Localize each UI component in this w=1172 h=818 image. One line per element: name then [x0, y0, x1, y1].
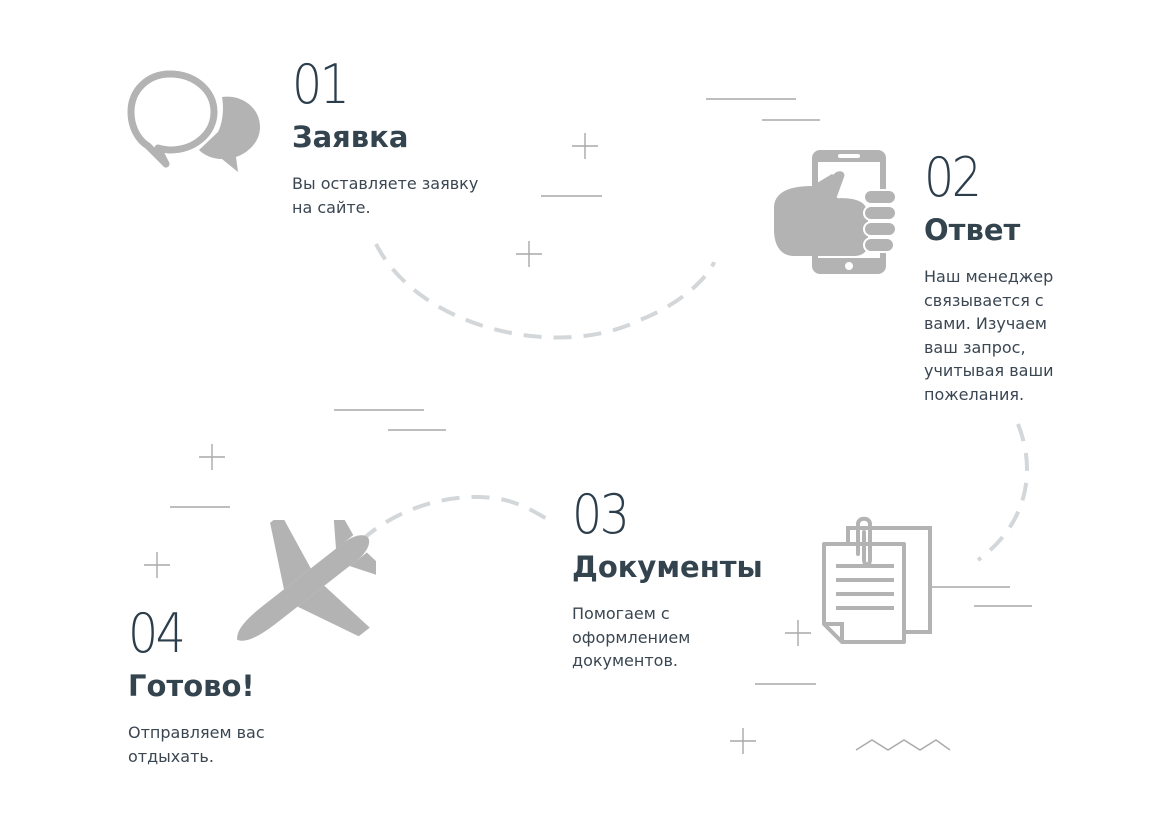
plus-mark [144, 552, 170, 578]
step-description: Помогаем с оформлением документов. [572, 602, 763, 673]
plus-mark [516, 241, 542, 267]
description-line: оформлением [572, 627, 691, 647]
plus-mark [572, 133, 598, 159]
description-line: пожелания. [924, 384, 1025, 404]
step-number: 04 [128, 602, 186, 665]
dashed-route-2-3 [976, 423, 1029, 562]
description-line: Наш менеджер [924, 267, 1054, 286]
description-line: отдыхать. [128, 746, 214, 766]
airplane-icon [237, 520, 376, 641]
description-line: документов. [572, 651, 678, 670]
description-line: ваш запрос, [924, 337, 1026, 357]
step-title: Готово! [128, 669, 255, 703]
plus-mark [785, 620, 811, 646]
step-number: 01 [292, 53, 350, 116]
description-line: учитывая ваши [924, 361, 1054, 380]
step-number: 02 [924, 146, 982, 209]
description-line: на сайте. [292, 197, 371, 217]
step-03: 03 Документы Помогаем с оформлением доку… [572, 488, 763, 673]
step-title: Ответ [924, 213, 1021, 247]
description-line: связывается с [924, 290, 1044, 310]
step-description: Наш менеджер связывается с вами. Изучаем… [924, 265, 1054, 406]
step-description: Отправляем вас отдыхать. [128, 721, 265, 768]
plus-mark [730, 728, 756, 754]
dashed-route-1-2 [374, 243, 716, 340]
description-line: Помогаем с [572, 604, 670, 623]
step-02: 02 Ответ Наш менеджер связывается с вами… [924, 151, 1054, 406]
description-line: вами. Изучаем [924, 314, 1047, 333]
step-number: 03 [572, 483, 630, 546]
dashed-route-4-3 [360, 495, 554, 542]
step-description: Вы оставляете заявку на сайте. [292, 172, 478, 219]
zigzag-mark [855, 739, 951, 751]
step-title: Заявка [292, 120, 409, 154]
description-line: Отправляем вас [128, 723, 265, 742]
phone-in-hand-icon [774, 150, 897, 274]
plus-mark [199, 444, 225, 470]
description-line: Вы оставляете заявку [292, 174, 479, 193]
documents-clip-icon [822, 516, 932, 644]
step-04: 04 Готово! Отправляем вас отдыхать. [128, 607, 265, 768]
step-title: Документы [572, 550, 763, 584]
chat-bubbles-icon [127, 70, 260, 172]
step-01: 01 Заявка Вы оставляете заявку на сайте. [292, 58, 478, 219]
